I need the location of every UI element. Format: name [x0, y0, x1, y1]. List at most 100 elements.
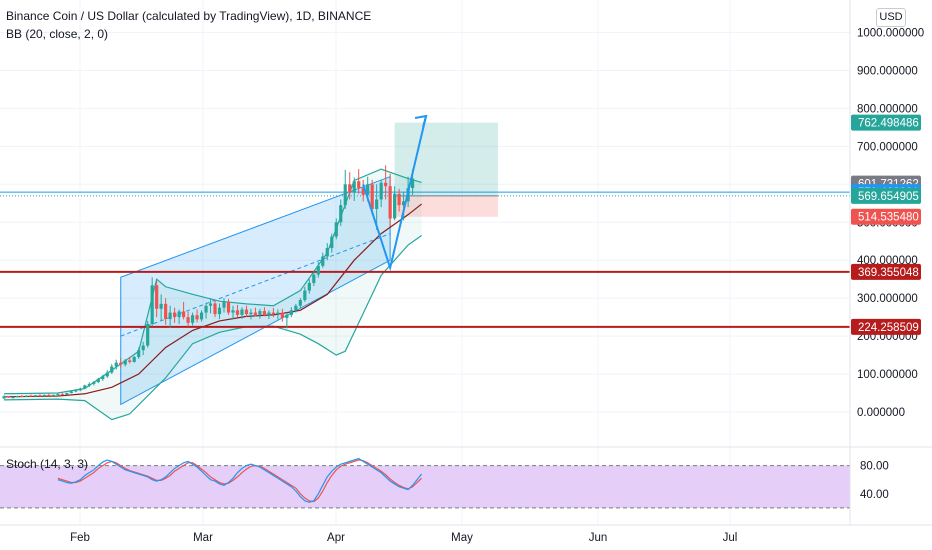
candle-body: [137, 350, 141, 357]
price-badge-label: 224.258509: [858, 322, 919, 334]
bb-legend: BB (20, close, 2, 0): [6, 27, 109, 41]
candle-body: [186, 317, 190, 323]
candle-body: [361, 188, 365, 195]
support-lines[interactable]: [0, 191, 850, 328]
candle-body: [29, 395, 33, 397]
candle-body: [177, 311, 181, 318]
candle-body: [276, 312, 280, 315]
candle-body: [294, 305, 298, 311]
candle-body: [370, 184, 374, 209]
candle-body: [393, 193, 397, 219]
projection-path: [362, 115, 428, 272]
position-tool[interactable]: [394, 122, 498, 217]
candle-body: [402, 201, 406, 206]
candle-body: [110, 366, 114, 373]
candle-body: [2, 396, 6, 399]
time-axis[interactable]: Feb Mar Apr May Jun Jul: [70, 532, 737, 544]
price-badge: [851, 114, 921, 131]
projection-arrow[interactable]: [362, 114, 428, 272]
stoch-axis: 80.00 40.00: [860, 461, 889, 501]
candle-body: [235, 310, 240, 315]
price-badge: [851, 318, 921, 335]
candle-body: [397, 193, 401, 206]
candle-body: [195, 315, 199, 320]
stoch-pane: [0, 457, 850, 509]
candle-body: [20, 396, 24, 398]
position-loss-zone: [394, 195, 498, 217]
candle-body: [128, 360, 132, 362]
candle-body: [262, 311, 267, 316]
candle-body: [280, 312, 284, 318]
candle-body: [96, 378, 100, 383]
candle-body: [330, 236, 334, 249]
candle-body: [105, 372, 109, 377]
time-label: Feb: [70, 532, 90, 544]
price-badge-label: 569.654905: [858, 191, 919, 203]
candle-body: [271, 312, 275, 315]
candle-body: [249, 312, 253, 315]
candle-body: [267, 312, 271, 316]
candle-body: [42, 394, 47, 396]
candle-body: [357, 181, 361, 189]
candle-body: [132, 356, 136, 362]
candle-body: [92, 382, 96, 384]
candle-body: [253, 312, 258, 315]
time-label: Jul: [723, 532, 738, 544]
candle-body: [352, 181, 356, 193]
price-badge: [851, 263, 921, 280]
candle-body: [87, 383, 91, 386]
candle-body: [155, 285, 159, 309]
price-tick-label: 300.000000: [857, 293, 918, 305]
candle-body: [69, 391, 73, 394]
candle-body: [289, 310, 293, 315]
candle-body: [307, 282, 311, 291]
candle-body: [60, 394, 64, 396]
stoch-legend: Stoch (14, 3, 3): [6, 457, 89, 471]
currency-button[interactable]: USD: [876, 8, 906, 27]
candle-body: [240, 309, 244, 315]
candle-body: [83, 385, 87, 389]
candle-body: [141, 345, 145, 351]
stoch-k-line: [57, 457, 423, 503]
candle-body: [334, 222, 338, 237]
time-label: Jun: [589, 532, 608, 544]
candle-body: [343, 184, 347, 206]
time-label: Mar: [193, 532, 213, 544]
candle-body: [199, 312, 204, 320]
candle-body: [226, 301, 231, 313]
price-badges: 762.498486601.731262579.462001569.654905…: [851, 114, 921, 335]
candle-body: [51, 394, 55, 396]
stoch-band: [0, 465, 850, 508]
candle-body: [384, 182, 388, 187]
candlestick-series: [2, 165, 415, 400]
price-badge-label: 514.535480: [858, 212, 919, 224]
candle-body: [316, 265, 320, 275]
price-tick-label: 700.000000: [857, 141, 918, 153]
candle-body: [190, 315, 195, 323]
stoch-tick-label: 40.00: [860, 489, 889, 501]
grid: [0, 0, 850, 525]
price-tick-label: 900.000000: [857, 65, 918, 77]
candle-body: [217, 307, 222, 315]
candle-body: [56, 394, 60, 396]
candle-body: [123, 360, 127, 365]
candle-body: [146, 323, 150, 346]
candle-body: [312, 274, 316, 283]
candle-body: [38, 395, 42, 397]
price-badge: [851, 187, 921, 204]
price-tick-label: 800.000000: [857, 103, 918, 115]
candle-body: [410, 178, 415, 189]
candle-body: [78, 388, 82, 391]
price-tick-label: 1000.000000: [857, 28, 924, 40]
candle-body: [244, 309, 249, 315]
candle-body: [168, 312, 172, 320]
candle-body: [182, 311, 186, 318]
candle-body: [285, 314, 289, 318]
candle-body: [150, 285, 154, 324]
channel-midline: [120, 233, 391, 337]
candle-body: [298, 300, 302, 306]
candle-body: [15, 396, 20, 398]
candle-body: [74, 390, 78, 392]
candle-body: [339, 205, 343, 223]
